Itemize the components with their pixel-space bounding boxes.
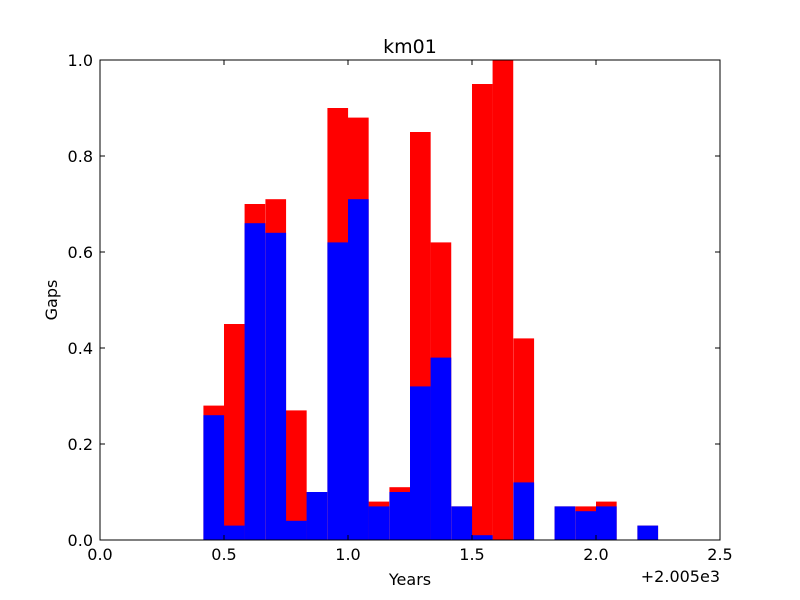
bar-blue-11 <box>430 357 452 540</box>
bar-blue-13 <box>472 535 493 540</box>
bar-red-13 <box>472 84 493 540</box>
x-tick-label-1: 0.5 <box>211 545 236 564</box>
x-offset-label: +2.005e3 <box>641 567 720 586</box>
bar-blue-3 <box>265 232 287 541</box>
bar-blue-6 <box>327 242 349 540</box>
x-tick-label-3: 1.5 <box>459 545 484 564</box>
y-tick-label-2: 0.4 <box>68 339 93 358</box>
y-tick-label-4: 0.8 <box>68 147 93 166</box>
bar-blue-5 <box>306 492 328 540</box>
x-tick-label-5: 2.5 <box>707 545 732 564</box>
y-axis-label: Gaps <box>42 280 61 321</box>
bar-blue-16 <box>575 511 597 540</box>
y-tick-label-3: 0.6 <box>68 243 93 262</box>
x-tick-label-4: 2.0 <box>583 545 608 564</box>
bar-blue-14 <box>513 482 535 540</box>
bars-layer <box>203 60 659 541</box>
bar-red-1 <box>224 324 245 540</box>
bar-blue-8 <box>368 506 390 540</box>
bar-blue-2 <box>244 223 266 540</box>
bar-blue-7 <box>348 199 369 540</box>
chart-title: km01 <box>383 36 437 58</box>
y-tick-label-1: 0.2 <box>68 435 93 454</box>
x-tick-label-0: 0.0 <box>87 545 112 564</box>
bar-red-4 <box>286 410 307 540</box>
y-tick-label-5: 1.0 <box>68 51 93 70</box>
bar-blue-15 <box>554 506 576 540</box>
bar-blue-4 <box>286 520 307 540</box>
bar-red-14 <box>492 60 514 540</box>
bar-blue-12 <box>451 506 473 540</box>
bar-blue-10 <box>410 386 431 540</box>
bar-blue-1 <box>224 525 245 540</box>
bar-blue-18 <box>637 525 659 540</box>
y-tick-label-0: 0.0 <box>68 531 93 550</box>
x-axis-label: Years <box>388 570 431 589</box>
plot-frame <box>99 59 721 541</box>
ticks-layer: 0.0 0.5 1.0 1.5 2.0 2.5 0.0 0.2 0.4 0.6 0.8 1.0 <box>68 51 733 564</box>
x-tick-label-2: 1.0 <box>335 545 360 564</box>
bar-blue-9 <box>389 492 411 540</box>
bar-blue-17 <box>596 506 617 540</box>
bar-blue-0 <box>203 415 225 540</box>
